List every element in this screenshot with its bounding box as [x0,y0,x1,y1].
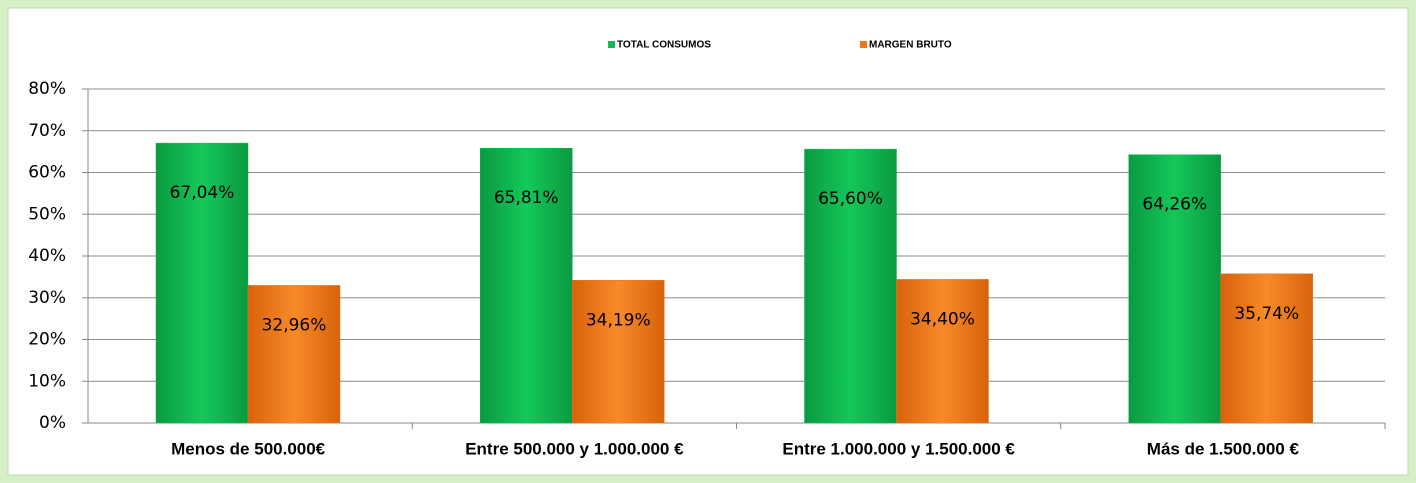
legend-swatch [608,41,615,48]
value-label: 32,96% [262,315,327,335]
value-label: 65,60% [818,189,883,209]
value-label: 34,40% [910,309,975,329]
y-tick-label: 30% [28,288,66,308]
bar [896,279,989,424]
y-tick-label: 60% [28,163,66,183]
y-tick-label: 70% [28,121,66,141]
y-tick-label: 20% [28,330,66,350]
bar [247,285,341,424]
x-tick-label: Entre 1.000.000 y 1.500.000 € [782,439,1015,458]
legend-label: MARGEN BRUTO [869,40,952,51]
y-tick-label: 50% [28,204,66,224]
bar [1220,273,1313,424]
y-tick-label: 80% [28,79,66,99]
x-tick-label: Menos de 500.000€ [171,439,326,458]
value-label: 67,04% [170,183,235,203]
legend-swatch [860,41,867,48]
value-label: 64,26% [1142,195,1207,215]
value-label: 35,74% [1234,304,1299,324]
y-tick-label: 40% [28,246,66,266]
bar [480,147,573,424]
y-tick-label: 0% [39,413,66,433]
y-tick-label: 10% [28,371,66,391]
value-label: 34,19% [586,310,651,330]
x-tick-label: Más de 1.500.000 € [1147,439,1300,458]
legend-label: TOTAL CONSUMOS [617,40,711,51]
value-label: 65,81% [494,188,559,208]
x-tick-label: Entre 500.000 y 1.000.000 € [465,439,684,458]
bar [804,148,897,424]
bar [572,280,665,424]
bar [155,142,249,424]
